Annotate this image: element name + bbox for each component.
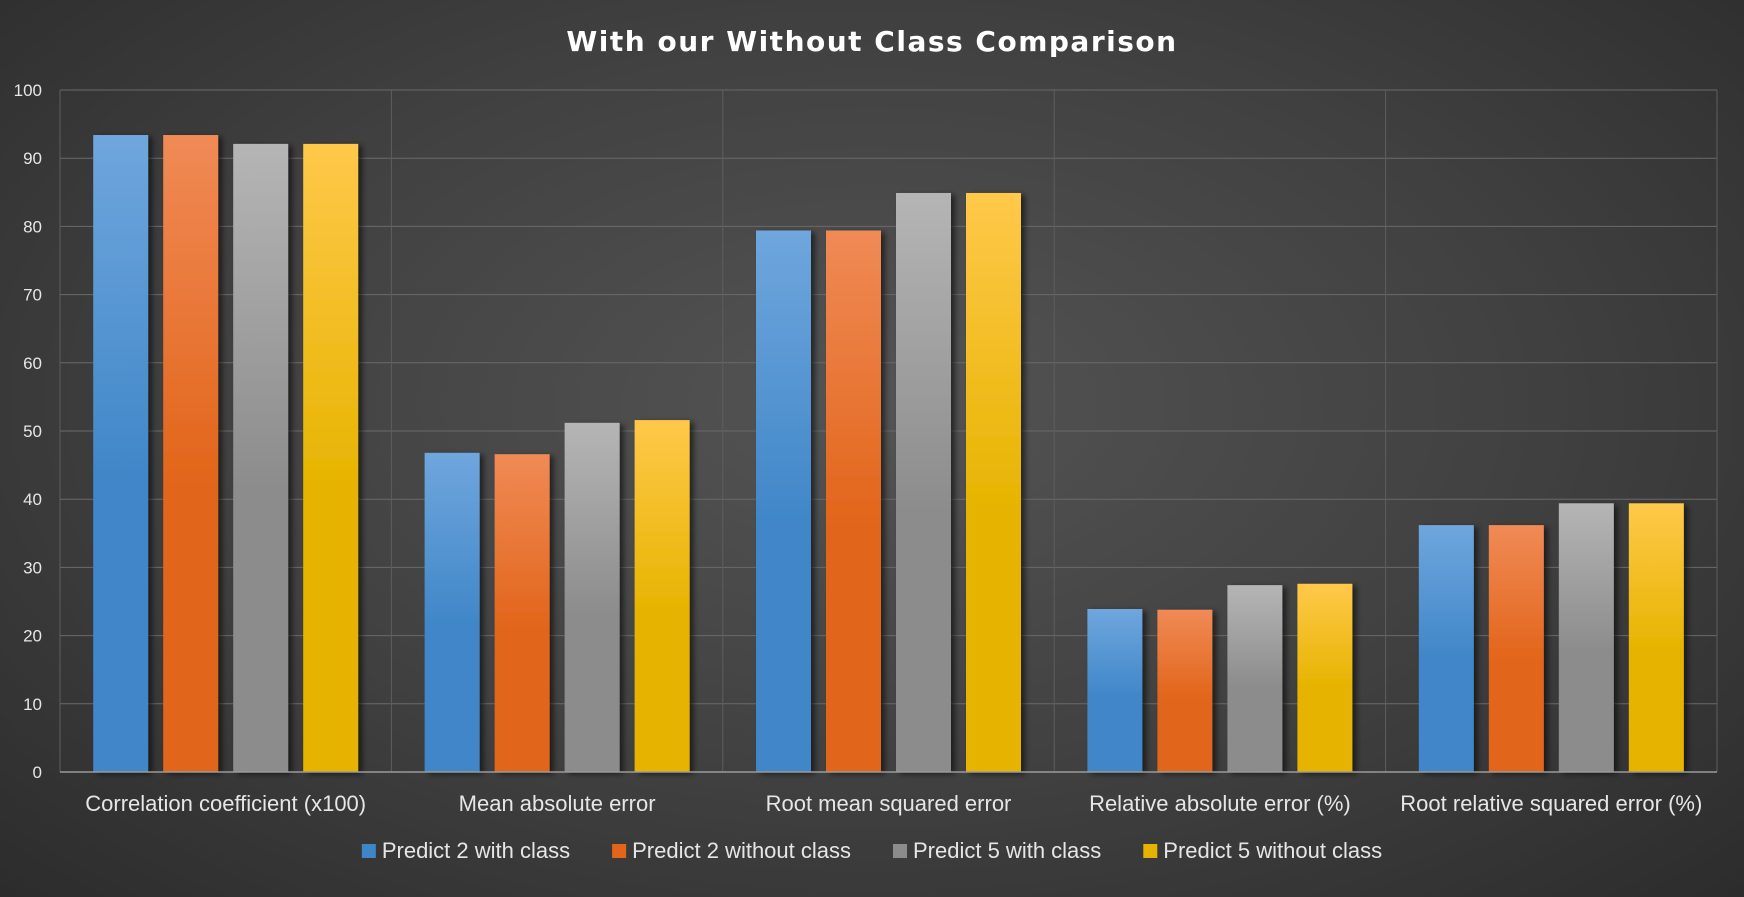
legend-item: Predict 5 without class [1143, 838, 1382, 863]
bar-3-1 [233, 143, 289, 773]
legend-label: Predict 2 without class [632, 838, 851, 863]
bar-1-3 [756, 230, 811, 772]
category-label: Correlation coefficient (x100) [85, 791, 366, 816]
y-axis-ticks: 0 10 20 30 40 50 60 70 80 90 100 [14, 81, 42, 782]
bar-1-5 [1418, 525, 1474, 772]
y-tick-label: 0 [33, 763, 42, 782]
legend-swatch [1143, 844, 1158, 858]
bar-4-5 [1628, 503, 1684, 772]
bar-3-4 [1227, 585, 1283, 772]
legend-item: Predict 2 without class [612, 838, 851, 863]
legend-swatch [893, 844, 907, 858]
category-label: Mean absolute error [459, 791, 656, 816]
legend-item: Predict 2 with class [361, 838, 570, 863]
y-tick-label: 50 [23, 422, 42, 441]
bar-4-3 [966, 192, 1021, 772]
y-tick-label: 70 [23, 286, 42, 305]
y-tick-label: 40 [23, 490, 42, 509]
y-tick-label: 30 [23, 558, 42, 577]
bar-2-3 [826, 230, 881, 772]
category-label: Relative absolute error (%) [1089, 791, 1351, 816]
bar-4-1 [303, 143, 359, 773]
legend-label: Predict 2 with class [382, 838, 570, 863]
legend-label: Predict 5 with class [913, 838, 1101, 863]
y-tick-label: 90 [23, 149, 42, 168]
bar-1-1 [93, 135, 149, 773]
bar-2-4 [1157, 609, 1213, 772]
bar-4-2 [634, 420, 690, 772]
legend-swatch [361, 844, 376, 858]
bar-3-3 [896, 192, 951, 772]
bar-3-5 [1558, 503, 1614, 772]
legend: Predict 2 with class Predict 2 without cl… [361, 838, 1382, 863]
y-tick-label: 20 [23, 627, 42, 646]
category-label: Root mean squared error [766, 791, 1012, 816]
chart-title: With our Without Class Comparison [566, 25, 1177, 58]
legend-label: Predict 5 without class [1163, 838, 1382, 863]
category-labels: Correlation coefficient (x100) Mean absol… [85, 791, 1702, 816]
bar-3-2 [564, 422, 620, 772]
bar-2-2 [494, 454, 550, 772]
y-tick-label: 80 [23, 217, 42, 236]
bar-1-2 [424, 452, 480, 772]
bar-1-4 [1087, 609, 1143, 772]
bar-2-1 [163, 135, 219, 773]
category-label: Root relative squared error (%) [1400, 791, 1702, 816]
y-tick-label: 60 [23, 354, 42, 373]
legend-swatch [612, 844, 627, 858]
bars [93, 135, 1684, 773]
bar-4-4 [1297, 583, 1353, 772]
y-tick-label: 100 [14, 81, 42, 100]
legend-item: Predict 5 with class [893, 838, 1101, 863]
y-tick-label: 10 [23, 695, 42, 714]
bar-2-5 [1488, 525, 1544, 772]
